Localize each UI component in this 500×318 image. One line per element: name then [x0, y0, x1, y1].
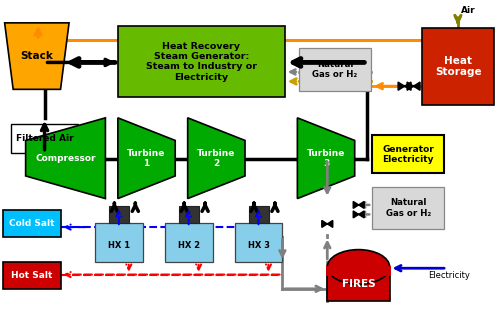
Text: FIRES: FIRES [342, 279, 376, 289]
FancyBboxPatch shape [3, 210, 60, 237]
Polygon shape [322, 220, 333, 227]
Polygon shape [407, 82, 420, 90]
Text: Filtered Air: Filtered Air [16, 134, 73, 143]
FancyBboxPatch shape [372, 188, 444, 229]
Polygon shape [353, 211, 364, 218]
FancyBboxPatch shape [179, 206, 199, 223]
Polygon shape [4, 23, 69, 89]
FancyBboxPatch shape [235, 223, 282, 262]
Text: Stack: Stack [20, 51, 54, 61]
Text: HX 2: HX 2 [178, 241, 200, 250]
Polygon shape [118, 118, 175, 198]
FancyBboxPatch shape [165, 223, 212, 262]
Polygon shape [298, 118, 354, 198]
Text: Generator
Electricity: Generator Electricity [382, 145, 434, 164]
Text: Air: Air [461, 6, 475, 15]
Text: Natural
Gas or H₂: Natural Gas or H₂ [312, 60, 358, 79]
FancyBboxPatch shape [328, 267, 390, 301]
Polygon shape [26, 118, 106, 198]
Text: Hot Salt: Hot Salt [11, 271, 52, 280]
Text: Heat Recovery
Steam Generator:
Steam to Industry or
Electricity: Heat Recovery Steam Generator: Steam to … [146, 42, 257, 82]
Text: Turbine
2: Turbine 2 [197, 149, 235, 168]
Text: HX 1: HX 1 [108, 241, 130, 250]
Text: Turbine
1: Turbine 1 [128, 149, 166, 168]
FancyBboxPatch shape [372, 135, 444, 173]
FancyBboxPatch shape [422, 28, 494, 105]
Text: HX 3: HX 3 [248, 241, 270, 250]
Text: Natural
Gas or H₂: Natural Gas or H₂ [386, 198, 431, 218]
Polygon shape [353, 201, 364, 208]
FancyBboxPatch shape [96, 223, 143, 262]
Text: Cold Salt: Cold Salt [9, 218, 54, 228]
FancyBboxPatch shape [118, 26, 285, 97]
FancyBboxPatch shape [3, 262, 60, 289]
FancyBboxPatch shape [10, 124, 78, 153]
Text: Electricity: Electricity [428, 271, 470, 280]
FancyBboxPatch shape [326, 266, 390, 275]
Ellipse shape [328, 250, 390, 284]
FancyBboxPatch shape [109, 206, 129, 223]
Text: Heat
Storage: Heat Storage [435, 56, 482, 77]
FancyBboxPatch shape [249, 206, 268, 223]
Text: Turbine
3: Turbine 3 [307, 149, 345, 168]
FancyBboxPatch shape [299, 48, 371, 91]
Text: Compressor: Compressor [36, 154, 96, 163]
Polygon shape [398, 82, 411, 90]
Polygon shape [188, 118, 245, 198]
